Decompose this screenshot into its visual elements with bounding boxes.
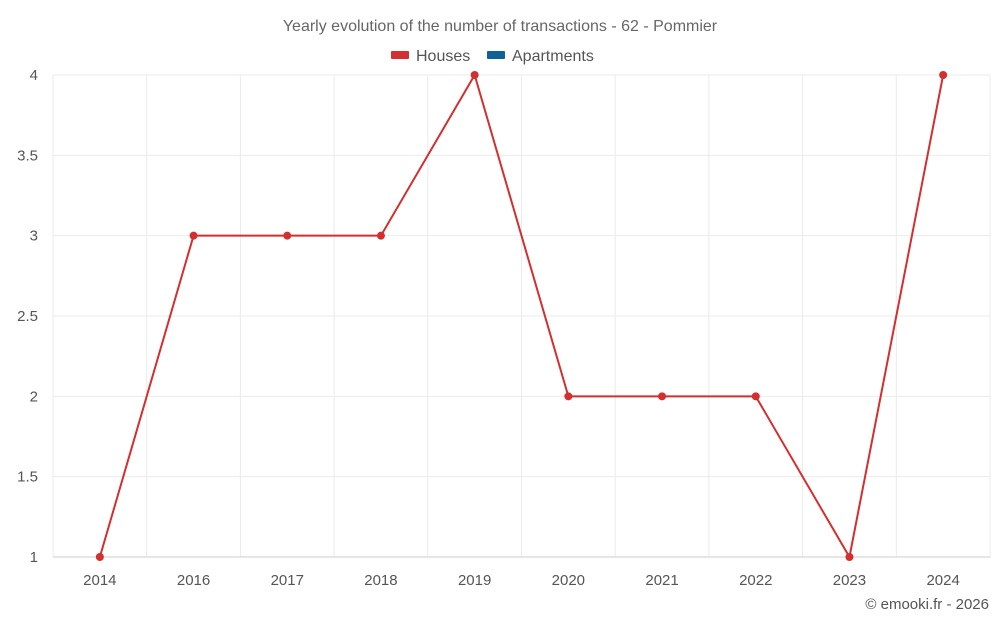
- x-tick-label: 2020: [552, 572, 585, 589]
- series-line-houses: [98, 74, 945, 558]
- y-tick-label: 3: [30, 228, 38, 245]
- gridlines: [52, 74, 991, 557]
- y-tick-label: 2.5: [17, 308, 38, 325]
- data-point-houses[interactable]: [564, 392, 573, 401]
- x-tick-label: 2024: [926, 572, 959, 589]
- x-tick-label: 2022: [739, 572, 772, 589]
- data-point-houses[interactable]: [845, 553, 854, 561]
- data-point-houses[interactable]: [751, 392, 760, 401]
- data-point-houses[interactable]: [189, 231, 198, 240]
- chart-title: Yearly evolution of the number of transa…: [283, 18, 718, 35]
- y-tick-label: 2: [30, 388, 38, 405]
- legend-label-houses: Houses: [416, 48, 470, 65]
- legend-item-houses[interactable]: Houses: [391, 48, 470, 65]
- y-tick-label: 3.5: [17, 147, 38, 164]
- axes: 1 1.5 2 2.5 3 3.5 4 2014 2016 2017 2018 2019 2020 202…: [17, 67, 990, 589]
- x-tick-label: 2016: [177, 572, 210, 589]
- data-point-houses[interactable]: [283, 231, 292, 240]
- x-tick-label: 2021: [645, 572, 678, 589]
- x-tick-label: 2018: [364, 572, 397, 589]
- y-tick-label: 4: [30, 67, 38, 84]
- data-point-houses[interactable]: [939, 71, 948, 79]
- legend-swatch-houses: [391, 51, 409, 59]
- y-tick-label: 1.5: [17, 469, 38, 486]
- x-tick-label: 2023: [833, 572, 866, 589]
- data-point-houses[interactable]: [470, 71, 479, 79]
- series: [95, 71, 948, 561]
- data-point-houses[interactable]: [95, 553, 104, 561]
- credit-text: © emooki.fr - 2026: [865, 596, 989, 613]
- x-tick-label: 2014: [83, 572, 116, 589]
- legend-item-apartments[interactable]: Apartments: [487, 48, 594, 65]
- legend-label-apartments: Apartments: [512, 48, 594, 65]
- x-tick-label: 2019: [458, 572, 491, 589]
- data-point-houses[interactable]: [658, 392, 667, 401]
- legend-swatch-apartments: [487, 51, 505, 59]
- x-tick-label: 2017: [271, 572, 304, 589]
- legend: Houses Apartments: [391, 48, 594, 65]
- data-point-houses[interactable]: [376, 231, 385, 240]
- y-tick-label: 1: [30, 549, 38, 566]
